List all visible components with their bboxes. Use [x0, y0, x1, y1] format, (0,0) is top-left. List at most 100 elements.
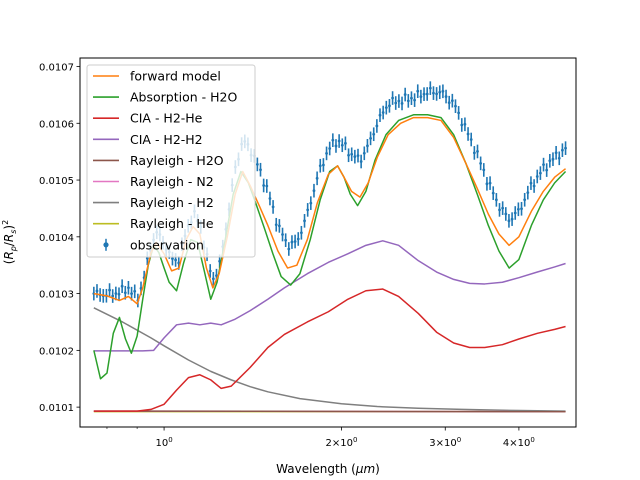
observation-point: [328, 147, 332, 150]
observation-point: [557, 156, 561, 160]
observation-point: [516, 207, 520, 211]
observation-point: [504, 212, 508, 216]
legend-box: [86, 64, 256, 258]
observation-point: [306, 208, 310, 212]
observation-point: [548, 159, 552, 163]
series-rayleigh-h2-line: [93, 307, 566, 412]
observation-point: [482, 168, 486, 172]
x-tick-label: 100: [155, 436, 172, 449]
y-axis-label: (Rp/Rs)2: [1, 220, 18, 264]
observation-point: [554, 151, 558, 155]
observation-point: [435, 92, 439, 96]
observation-point: [133, 289, 137, 293]
observation-point: [403, 93, 407, 96]
observation-point: [491, 191, 495, 195]
observation-point: [523, 198, 527, 202]
observation-point: [318, 164, 322, 168]
observation-point: [362, 151, 366, 155]
observation-point: [447, 101, 451, 105]
observation-point: [372, 132, 376, 136]
x-tick-label: 3×100: [429, 436, 461, 449]
observation-point: [334, 144, 338, 148]
observation-point: [366, 144, 369, 148]
observation-point: [340, 143, 344, 147]
observation-point: [526, 191, 530, 195]
observation-point: [542, 163, 545, 167]
observation-point: [117, 292, 121, 296]
observation-point: [422, 92, 426, 96]
observation-point: [337, 139, 341, 143]
legend-item: Rayleigh - H2: [93, 195, 214, 210]
observation-point: [350, 152, 354, 156]
observation-point: [381, 111, 385, 114]
observation-point: [520, 207, 523, 211]
observation-point: [460, 123, 464, 127]
observation-point: [378, 113, 382, 117]
series-forward-model-line: [93, 116, 567, 305]
legend-item: Rayleigh - H2O: [93, 153, 224, 168]
legend-label: Rayleigh - N2: [130, 174, 214, 189]
observation-point: [359, 160, 363, 163]
observation-point: [463, 122, 467, 126]
observation-point: [211, 277, 215, 281]
y-tick-label: 0.0103: [39, 290, 74, 301]
observation-point: [265, 184, 269, 188]
series-rayleigh-h2o-line: [93, 410, 566, 413]
y-tick-label: 0.0102: [39, 346, 74, 357]
observation-point: [485, 182, 489, 186]
observation-point: [457, 111, 461, 115]
observation-point: [551, 157, 555, 161]
legend-item: CIA - H2-H2: [93, 132, 203, 147]
observation-point: [444, 95, 448, 98]
legend-label: Rayleigh - H2: [130, 195, 214, 210]
legend-label: Absorption - H2O: [130, 90, 237, 105]
observation-point: [277, 224, 281, 228]
observation-point: [111, 294, 115, 298]
observation-point: [208, 269, 212, 273]
observation-point: [413, 98, 417, 102]
observation-point: [127, 286, 130, 290]
legend-label: Rayleigh - He: [130, 216, 214, 231]
observation-point: [174, 258, 178, 262]
observation-point: [428, 86, 432, 90]
x-axis-label: Wavelength (μm): [276, 462, 380, 476]
observation-point: [284, 238, 288, 242]
observation-point: [391, 96, 394, 100]
observation-point: [325, 151, 328, 155]
observation-point: [479, 161, 483, 165]
observation-point: [312, 189, 316, 193]
observation-point: [498, 208, 501, 212]
observation-point: [416, 89, 420, 93]
legend: forward model Absorption - H2O CIA - H2-He…: [86, 64, 256, 258]
series-cia-h2-h2-line: [93, 240, 566, 352]
observation-point: [95, 289, 99, 293]
observation-point: [331, 138, 335, 142]
legend-marker-swatch: [103, 242, 109, 248]
observation-point: [561, 148, 564, 152]
observation-point: [388, 104, 391, 108]
legend-item: CIA - H2-He: [93, 111, 203, 126]
x-tick-label: 4×100: [503, 436, 535, 449]
observation-point: [262, 184, 266, 187]
observation-point: [425, 92, 429, 96]
observation-point: [438, 90, 442, 94]
observation-point: [281, 233, 284, 236]
observation-point: [454, 104, 457, 108]
observation-point: [510, 217, 514, 221]
observation-point: [419, 95, 423, 99]
observation-point: [145, 256, 149, 260]
observation-point: [114, 292, 118, 295]
observation-point: [538, 171, 542, 175]
observation-point: [356, 154, 360, 158]
observation-point: [315, 176, 319, 180]
observation-point: [384, 106, 388, 110]
legend-label: CIA - H2-H2: [130, 132, 203, 147]
observation-point: [441, 89, 445, 93]
observation-point: [347, 153, 350, 157]
observation-point: [545, 168, 549, 172]
legend-item: Rayleigh - He: [93, 216, 214, 231]
observation-point: [255, 162, 259, 166]
observation-point: [344, 141, 347, 145]
observation-point: [529, 181, 533, 185]
observation-point: [406, 99, 410, 103]
